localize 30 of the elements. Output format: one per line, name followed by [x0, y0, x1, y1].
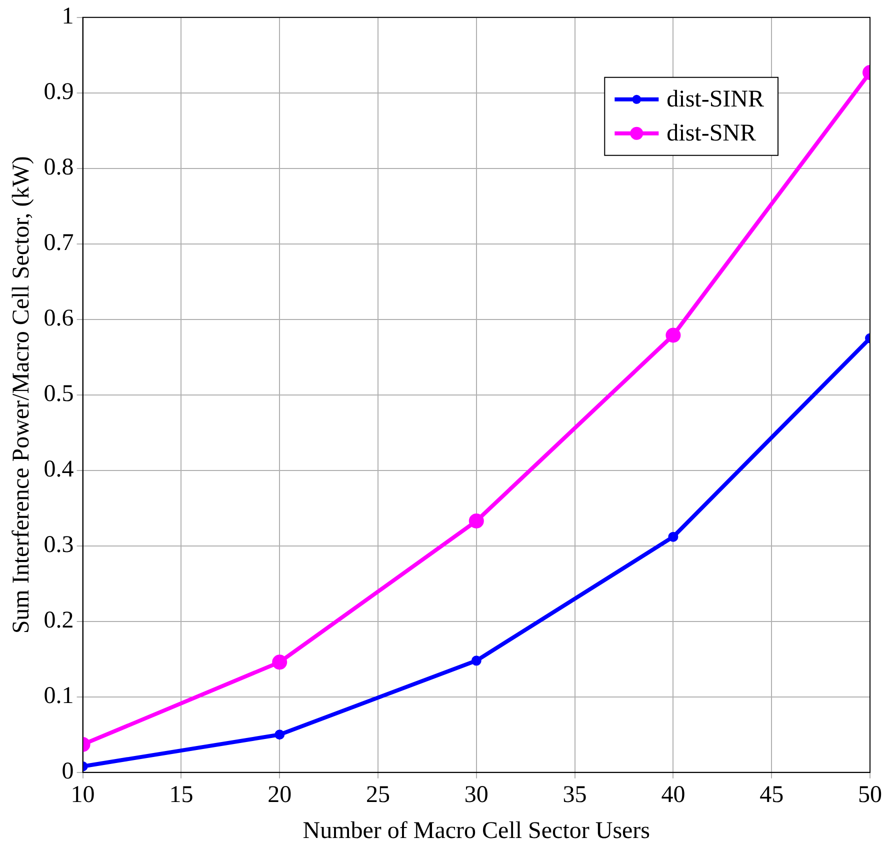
- y-tick-label: 1: [62, 4, 74, 30]
- point: [666, 328, 681, 343]
- x-tick-label: 50: [858, 782, 882, 808]
- point: [274, 730, 285, 740]
- y-tick-label: 0.6: [44, 306, 74, 332]
- y-tick-label: 0.9: [44, 79, 74, 106]
- point: [272, 654, 288, 670]
- x-tick-label: 25: [366, 782, 390, 808]
- x-tick-label: 45: [760, 782, 784, 808]
- x-tick-label: 15: [169, 782, 194, 808]
- y-tick-label: 0.2: [44, 608, 74, 634]
- x-tick-label: 20: [268, 782, 292, 808]
- y-tick-label: 0.8: [44, 154, 74, 181]
- x-tick-label: 40: [661, 782, 686, 808]
- y-tick-label: 0.7: [44, 230, 74, 256]
- y-axis-title: Sum Interference Power/Macro Cell Sector, (kW): [8, 156, 35, 634]
- legend-label: dist-SINR: [666, 86, 764, 113]
- x-axis-title: Number of Macro Cell Sector Users: [302, 818, 650, 844]
- x-tick-label: 35: [562, 782, 587, 808]
- y-tick-label: 0: [62, 758, 74, 785]
- y-tick-label: 0.3: [44, 532, 74, 558]
- legend-label: dist-SNR: [666, 120, 756, 147]
- x-tick-label: 10: [70, 782, 95, 808]
- point: [668, 532, 678, 542]
- y-tick-label: 0.5: [44, 381, 74, 408]
- y-tick-label: 0.1: [44, 683, 74, 710]
- point: [468, 513, 484, 528]
- y-tick-label: 0.4: [44, 456, 74, 483]
- x-tick-label: 30: [464, 782, 488, 808]
- point: [471, 656, 482, 666]
